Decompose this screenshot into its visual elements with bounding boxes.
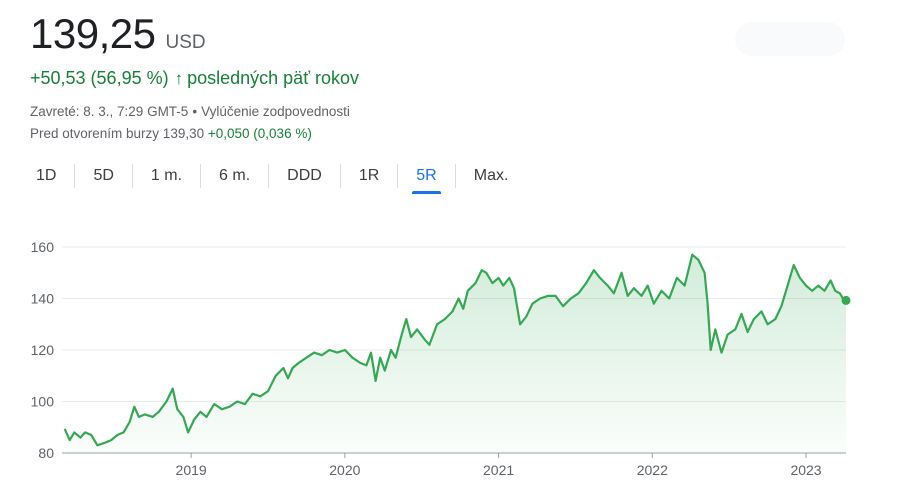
tab-5d[interactable]: 5D <box>93 167 114 184</box>
y-tick-label: 160 <box>31 239 55 255</box>
closed-text: Zavreté: 8. 3., 7:29 GMT-5 <box>30 104 189 119</box>
price-area-fill <box>65 254 847 453</box>
tab-1y[interactable]: 1R <box>358 167 380 184</box>
price-row: 139,25 USD <box>30 10 206 58</box>
x-tick-label: 2021 <box>483 462 514 478</box>
currency-label: USD <box>165 32 206 53</box>
current-price-dot <box>841 295 851 305</box>
x-tick-label: 2020 <box>329 462 360 478</box>
y-tick-label: 140 <box>31 291 55 307</box>
x-tick-label: 2019 <box>176 462 207 478</box>
tab-divider <box>268 164 270 188</box>
follow-button[interactable] <box>735 22 845 56</box>
period-text: posledných päť rokov <box>187 68 359 88</box>
premarket-label: Pred otvorením burzy 139,30 <box>30 126 205 141</box>
tab-divider <box>339 164 341 188</box>
price-change-row: +50,53 (56,95 %) ↑ posledných päť rokov <box>30 68 359 89</box>
price-chart[interactable]: 160 140 120 100 80 2019 2020 2021 2022 2023 <box>0 225 908 496</box>
y-tick-label: 100 <box>31 394 55 410</box>
arrow-up-icon: ↑ <box>174 68 184 88</box>
premarket-change: +0,050 (0,036 %) <box>207 126 312 141</box>
premarket-info: Pred otvorením burzy 139,30 +0,050 (0,03… <box>30 126 312 141</box>
price-change-value: +50,53 (56,95 %) <box>30 68 169 88</box>
tab-ytd[interactable]: DDD <box>287 167 322 184</box>
tab-5y[interactable]: 5R <box>398 158 454 194</box>
tab-1m[interactable]: 1 m. <box>150 167 183 184</box>
tab-max[interactable]: Max. <box>473 167 509 184</box>
price-line <box>63 253 848 447</box>
disclaimer-link[interactable]: Vylúčenie zodpovednosti <box>201 104 350 119</box>
x-tick-label: 2022 <box>637 462 668 478</box>
tab-divider <box>74 164 76 188</box>
meta-separator: • <box>192 104 198 119</box>
tab-divider <box>200 164 202 188</box>
current-price: 139,25 <box>30 10 156 57</box>
tab-6m[interactable]: 6 m. <box>219 167 251 184</box>
closed-info: Zavreté: 8. 3., 7:29 GMT-5 • Vylúčenie zod… <box>30 104 350 119</box>
tab-divider <box>454 164 456 188</box>
range-tabs: 1D 5D 1 m. 6 m. DDD 1R 5R Max. <box>18 158 526 194</box>
tab-1d[interactable]: 1D <box>36 167 57 184</box>
tab-divider <box>397 164 399 188</box>
tab-divider <box>131 164 133 188</box>
y-tick-label: 120 <box>31 342 55 358</box>
x-tick-label: 2023 <box>790 462 821 478</box>
y-tick-label: 80 <box>38 445 54 461</box>
